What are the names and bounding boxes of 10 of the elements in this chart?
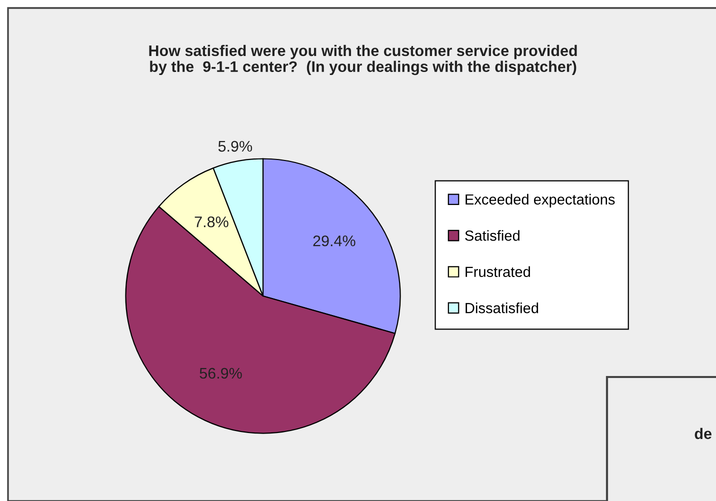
data-label: 7.8% xyxy=(194,216,228,228)
chart-title: How satisfied were you with the customer service provided by the 9-1-1 center? (In your dealings with the dispatcher) xyxy=(149,44,577,76)
text: de xyxy=(694,428,712,440)
legend-label: Satisfied xyxy=(465,230,520,241)
data-label: 56.9% xyxy=(200,368,242,379)
data-label: 29.4% xyxy=(313,235,356,246)
legend-label: Exceeded expectations xyxy=(466,194,615,208)
legend-label: Dissatisfied xyxy=(466,302,538,314)
legend-label: Frustrated xyxy=(466,266,530,278)
data-label: 5.9% xyxy=(218,140,252,152)
